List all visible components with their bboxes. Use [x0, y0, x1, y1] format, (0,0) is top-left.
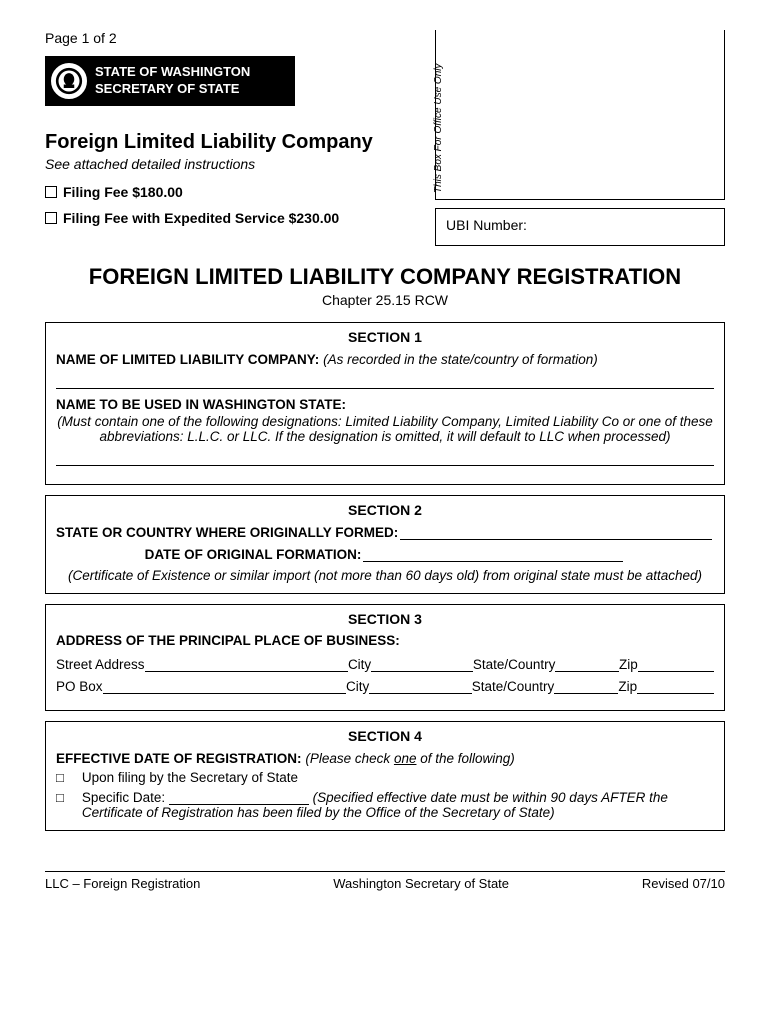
- state-badge: STATE OF WASHINGTON SECRETARY OF STATE: [45, 56, 295, 106]
- section-4: SECTION 4 EFFECTIVE DATE OF REGISTRATION…: [45, 721, 725, 831]
- footer: LLC – Foreign Registration Washington Se…: [45, 871, 725, 891]
- page-number: Page 1 of 2: [45, 30, 425, 46]
- section2-heading: SECTION 2: [56, 502, 714, 518]
- formed-state-input[interactable]: [400, 524, 712, 540]
- llc-name-hint: (As recorded in the state/country of for…: [323, 352, 598, 367]
- specific-date-input[interactable]: [169, 791, 309, 805]
- principal-addr-label: ADDRESS OF THE PRINCIPAL PLACE OF BUSINE…: [56, 633, 714, 648]
- fee1-checkbox[interactable]: [45, 186, 57, 198]
- opt1-text: Upon filing by the Secretary of State: [82, 770, 714, 785]
- wa-name-hint: (Must contain one of the following desig…: [56, 414, 714, 444]
- footer-right: Revised 07/10: [642, 876, 725, 891]
- section4-heading: SECTION 4: [56, 728, 714, 744]
- formation-date-input[interactable]: [363, 546, 623, 562]
- section-1: SECTION 1 NAME OF LIMITED LIABILITY COMP…: [45, 322, 725, 485]
- pobox-input[interactable]: [103, 678, 346, 694]
- ubi-number-field[interactable]: UBI Number:: [435, 208, 725, 246]
- wa-name-label: NAME TO BE USED IN WASHINGTON STATE:: [56, 397, 714, 412]
- section-2: SECTION 2 STATE OR COUNTRY WHERE ORIGINA…: [45, 495, 725, 594]
- state-label-2: State/Country: [472, 679, 555, 694]
- zip-input-2[interactable]: [637, 678, 714, 694]
- ubi-label: UBI Number:: [446, 217, 527, 233]
- footer-center: Washington Secretary of State: [333, 876, 509, 891]
- zip-label-1: Zip: [619, 657, 638, 672]
- street-input[interactable]: [145, 656, 348, 672]
- eff-date-hint: (Please check one of the following): [305, 751, 514, 766]
- street-label: Street Address: [56, 657, 145, 672]
- state-label-1: State/Country: [473, 657, 556, 672]
- section-3: SECTION 3 ADDRESS OF THE PRINCIPAL PLACE…: [45, 604, 725, 711]
- badge-line2: SECRETARY OF STATE: [95, 81, 283, 98]
- footer-left: LLC – Foreign Registration: [45, 876, 200, 891]
- section3-heading: SECTION 3: [56, 611, 714, 627]
- llc-name-label: NAME OF LIMITED LIABILITY COMPANY:: [56, 352, 319, 367]
- form-name: Foreign Limited Liability Company: [45, 131, 425, 154]
- chapter-ref: Chapter 25.15 RCW: [45, 292, 725, 308]
- eff-date-label: EFFECTIVE DATE OF REGISTRATION:: [56, 751, 302, 766]
- badge-line1: STATE OF WASHINGTON: [95, 64, 283, 81]
- office-use-label: This Box For Office Use Only: [433, 64, 444, 193]
- city-label-1: City: [348, 657, 371, 672]
- zip-input-1[interactable]: [638, 656, 714, 672]
- state-input-1[interactable]: [555, 656, 619, 672]
- wa-name-input[interactable]: [56, 446, 714, 466]
- city-input-1[interactable]: [371, 656, 473, 672]
- fee2-label: Filing Fee with Expedited Service $230.0…: [63, 210, 339, 226]
- pobox-label: PO Box: [56, 679, 103, 694]
- opt1-checkbox[interactable]: □: [56, 770, 64, 786]
- instructions-note: See attached detailed instructions: [45, 156, 425, 172]
- section1-heading: SECTION 1: [56, 329, 714, 345]
- office-use-box: This Box For Office Use Only: [435, 30, 725, 200]
- fee1-label: Filing Fee $180.00: [63, 184, 183, 200]
- cert-hint: (Certificate of Existence or similar imp…: [56, 568, 714, 583]
- formed-state-label: STATE OR COUNTRY WHERE ORIGINALLY FORMED…: [56, 525, 398, 540]
- opt2-checkbox[interactable]: □: [56, 790, 64, 806]
- opt2-text: Specific Date: (Specified effective date…: [82, 790, 714, 820]
- llc-name-input[interactable]: [56, 369, 714, 389]
- state-seal-icon: [51, 63, 87, 99]
- formation-date-label: DATE OF ORIGINAL FORMATION:: [145, 547, 362, 562]
- city-input-2[interactable]: [369, 678, 472, 694]
- city-label-2: City: [346, 679, 369, 694]
- zip-label-2: Zip: [618, 679, 637, 694]
- fee2-checkbox[interactable]: [45, 212, 57, 224]
- state-input-2[interactable]: [554, 678, 618, 694]
- main-title: FOREIGN LIMITED LIABILITY COMPANY REGIST…: [45, 264, 725, 290]
